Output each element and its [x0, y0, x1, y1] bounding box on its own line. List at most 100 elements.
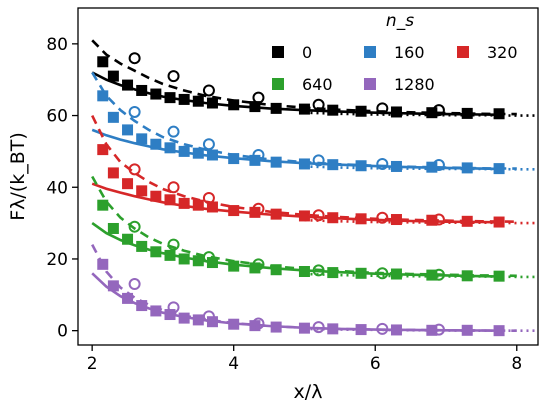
series-160-square-point — [493, 163, 505, 175]
axes-frame — [77, 7, 539, 346]
series-320-circle-point — [312, 209, 325, 222]
series-160 — [91, 71, 538, 175]
series-640-circle-point — [202, 251, 215, 264]
series-0-circle-point — [376, 102, 389, 115]
series-160-square-point — [136, 133, 148, 145]
series-1280-square-point — [228, 318, 240, 330]
series-640-square-point — [150, 246, 162, 258]
series-0-square-point — [327, 104, 339, 116]
series-640-circle-point — [432, 268, 445, 281]
series-0-circle-point — [432, 104, 445, 117]
legend-marker-320 — [457, 46, 469, 58]
series-0-square-point — [206, 97, 218, 109]
series-160-square-point — [270, 156, 282, 168]
series-320 — [91, 115, 538, 228]
series-320-circle-point — [202, 192, 215, 205]
series-160-square-point — [461, 162, 473, 174]
series-320-square-point — [298, 210, 310, 222]
series-0-square-point — [192, 95, 204, 107]
series-0-square-point — [150, 88, 162, 100]
series-640-square-point — [390, 268, 402, 280]
series-1280-square-point — [390, 324, 402, 336]
legend-marker-1280 — [364, 78, 376, 90]
legend-label-320: 320 — [487, 43, 518, 62]
series-1280-square-point — [192, 314, 204, 326]
series-160-square-point — [355, 160, 367, 172]
series-160-square-point — [150, 138, 162, 150]
y-tick-label: 60 — [46, 107, 68, 127]
series-1280-circle-point — [202, 310, 215, 323]
series-160-square-point — [192, 147, 204, 159]
series-320-circle-point — [252, 202, 265, 215]
series-1280 — [91, 243, 538, 337]
series-1280-circle-point — [167, 301, 180, 314]
series-1280-circle-point — [312, 321, 325, 334]
series-160-square-point — [390, 160, 402, 172]
series-320-solid-line — [91, 182, 503, 224]
series-320-square-point — [164, 194, 176, 206]
series-640-square-point — [97, 199, 109, 211]
series-640-square-point — [493, 270, 505, 282]
series-320-square-point — [461, 215, 473, 227]
series-160-circle-point — [252, 148, 265, 161]
y-tick-label: 40 — [46, 178, 68, 198]
series-1280-square-point — [327, 323, 339, 335]
series-640-square-point — [164, 249, 176, 261]
legend-label-1280: 1280 — [394, 75, 435, 94]
series-640-circle-point — [167, 238, 180, 251]
series-640-square-point — [228, 260, 240, 272]
series-160-square-point — [97, 90, 109, 102]
legend-marker-160 — [364, 46, 376, 58]
series-640-square-point — [192, 255, 204, 267]
series-320-square-point — [97, 144, 109, 156]
series-0-square-point — [136, 84, 148, 96]
series-0-square-point — [97, 56, 109, 68]
series-0-circle-point — [167, 70, 180, 83]
series-1280-circle-point — [376, 322, 389, 335]
series-160-square-point — [178, 145, 190, 157]
series-0-square-point — [164, 92, 176, 104]
series-160-square-point — [249, 154, 261, 166]
series-320-square-point — [355, 213, 367, 225]
series-320-square-point — [493, 216, 505, 228]
series-320-circle-point — [167, 181, 180, 194]
series-0-square-point — [493, 108, 505, 120]
series-160-circle-point — [128, 105, 141, 118]
series-320-square-point — [426, 214, 438, 226]
legend-label-640: 640 — [302, 75, 333, 94]
series-320-circle-point — [432, 213, 445, 226]
series-160-circle-point — [432, 159, 445, 172]
x-axis-label: x/λ — [294, 381, 323, 403]
series-640-square-point — [122, 233, 134, 245]
series-160-square-point — [122, 124, 134, 136]
series-1280-square-point — [461, 324, 473, 336]
series-1280-square-point — [122, 292, 134, 304]
x-tick-label: 2 — [87, 354, 98, 374]
series-640-square-point — [327, 267, 339, 279]
y-tick-label: 80 — [46, 35, 68, 55]
series-1280-square-point — [150, 305, 162, 317]
series-0-circle-point — [202, 84, 215, 97]
series-160-square-point — [228, 153, 240, 165]
series-320-square-point — [390, 214, 402, 226]
series-1280-square-point — [164, 309, 176, 321]
series-160-circle-point — [312, 154, 325, 167]
series-320-square-point — [206, 201, 218, 213]
series-0-square-point — [249, 101, 261, 113]
series-0-square-point — [355, 105, 367, 117]
series-160-circle-point — [376, 157, 389, 170]
series-640-square-point — [355, 267, 367, 279]
series-640-square-point — [461, 270, 473, 282]
series-1280-circle-point — [128, 278, 141, 291]
y-tick-label: 20 — [46, 250, 68, 270]
series-640-square-point — [270, 264, 282, 276]
series-1280-solid-line — [91, 272, 503, 332]
series-0 — [91, 39, 538, 120]
series-320-square-point — [192, 199, 204, 211]
series-0-circle-point — [312, 98, 325, 111]
series-160-square-point — [327, 159, 339, 171]
series-1280-square-point — [178, 312, 190, 324]
series-1280-square-point — [206, 316, 218, 328]
series-320-square-point — [122, 178, 134, 190]
